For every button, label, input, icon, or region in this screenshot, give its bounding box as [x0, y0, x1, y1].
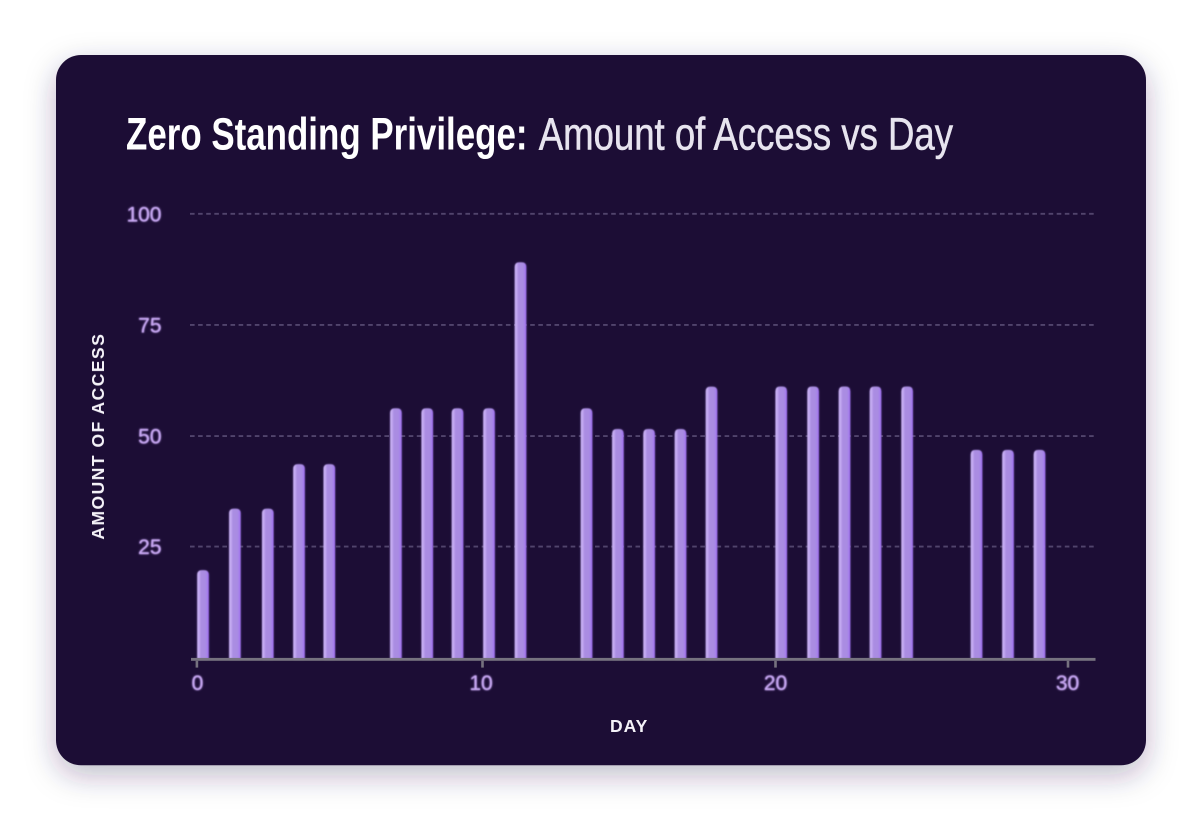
svg-text:10: 10 — [469, 672, 492, 695]
svg-text:20: 20 — [764, 672, 787, 695]
svg-text:30: 30 — [1056, 672, 1079, 695]
svg-text:50: 50 — [138, 426, 161, 449]
svg-text:50: 50 — [138, 426, 161, 449]
svg-text:Amount of Access vs Day: Amount of Access vs Day — [539, 108, 953, 159]
svg-text:30: 30 — [1056, 672, 1079, 695]
svg-text:DAY: DAY — [610, 716, 648, 736]
svg-text:20: 20 — [764, 672, 787, 695]
svg-text:100: 100 — [126, 203, 161, 226]
svg-text:AMOUNT OF ACCESS: AMOUNT OF ACCESS — [88, 334, 108, 540]
svg-text:0: 0 — [192, 672, 204, 695]
svg-text:Zero Standing Privilege:: Zero Standing Privilege: — [126, 108, 528, 159]
svg-text:0: 0 — [192, 672, 204, 695]
svg-text:75: 75 — [138, 315, 161, 338]
svg-text:75: 75 — [138, 315, 161, 338]
svg-text:25: 25 — [138, 536, 161, 559]
svg-text:10: 10 — [469, 672, 492, 695]
svg-text:25: 25 — [138, 536, 161, 559]
svg-text:100: 100 — [126, 203, 161, 226]
